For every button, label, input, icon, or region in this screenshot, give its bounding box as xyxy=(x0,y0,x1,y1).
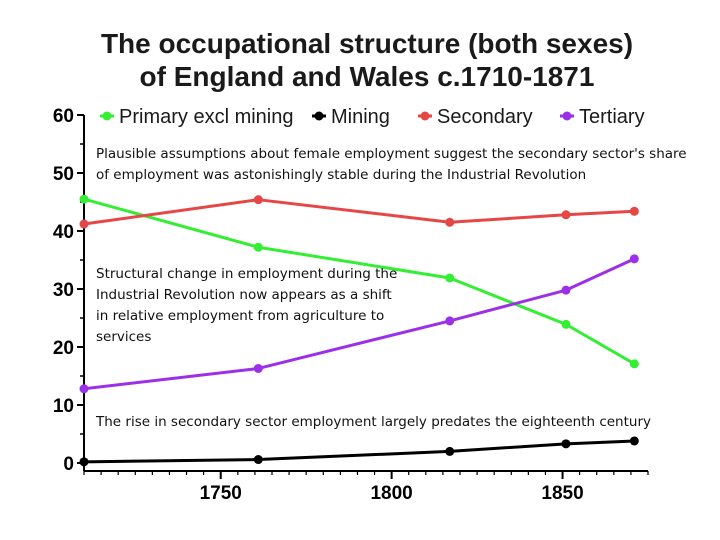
data-point-primary-excl-mining xyxy=(253,242,263,252)
data-point-mining xyxy=(445,446,455,456)
series-mining xyxy=(79,436,639,467)
data-point-mining xyxy=(79,457,89,467)
annotation-secondary-predates: The rise in secondary sector employment … xyxy=(96,414,651,430)
data-point-secondary xyxy=(445,217,455,227)
data-point-mining xyxy=(629,436,639,446)
legend-item-tertiary: Tertiary xyxy=(560,106,645,128)
data-point-primary-excl-mining xyxy=(561,319,571,329)
data-point-tertiary xyxy=(79,384,89,394)
chart-title-line-1: The occupational structure (both sexes) xyxy=(101,28,633,59)
legend-item-primary-excl-mining: Primary excl mining xyxy=(100,106,293,128)
series-secondary xyxy=(79,195,639,229)
y-tick-label: 10 xyxy=(53,396,74,417)
y-tick-label: 60 xyxy=(53,106,74,127)
data-point-primary-excl-mining xyxy=(445,273,455,283)
data-point-secondary xyxy=(629,206,639,216)
series-tertiary xyxy=(79,254,639,394)
legend-item-mining: Mining xyxy=(312,106,390,128)
data-point-mining xyxy=(561,439,571,449)
legend-item-secondary: Secondary xyxy=(418,106,533,128)
y-tick-label: 20 xyxy=(53,338,74,359)
data-point-secondary xyxy=(253,195,263,205)
series-primary-excl-mining xyxy=(79,194,639,369)
legend-label: Tertiary xyxy=(579,106,645,128)
axes: 0 10 20 30 40 50 60 1750 1800 1850 xyxy=(53,106,649,504)
legend-label: Mining xyxy=(331,106,390,128)
y-tick-label: 0 xyxy=(63,454,74,475)
data-point-tertiary xyxy=(629,254,639,264)
data-point-primary-excl-mining xyxy=(629,359,639,369)
x-tick-label: 1800 xyxy=(370,483,412,504)
data-point-primary-excl-mining xyxy=(79,194,89,204)
series-layer xyxy=(79,194,639,467)
data-point-tertiary xyxy=(253,363,263,373)
series-line-mining xyxy=(83,439,635,464)
legend-swatch-marker xyxy=(420,111,430,121)
x-tick-label: 1850 xyxy=(541,483,583,504)
data-point-secondary xyxy=(561,210,571,220)
data-point-tertiary xyxy=(561,285,571,295)
legend: Primary excl mining Mining Secondary Tertia… xyxy=(100,106,645,128)
data-point-mining xyxy=(253,455,263,465)
legend-label: Primary excl mining xyxy=(119,106,293,128)
y-tick-label: 40 xyxy=(53,222,74,243)
data-point-tertiary xyxy=(445,316,455,326)
annotation-secondary-stable: Plausible assumptions about female emplo… xyxy=(96,146,687,183)
y-tick-label: 50 xyxy=(53,164,74,185)
x-tick-label: 1750 xyxy=(200,483,242,504)
y-tick-label: 30 xyxy=(53,280,74,301)
chart-title-line-2: of England and Wales c.1710-1871 xyxy=(140,61,595,92)
annotation-structural-change: Structural change in employment during t… xyxy=(96,266,398,345)
legend-swatch-marker xyxy=(102,111,112,121)
legend-swatch-marker xyxy=(562,111,572,121)
data-point-secondary xyxy=(79,219,89,229)
legend-swatch-marker xyxy=(314,111,324,121)
legend-label: Secondary xyxy=(437,106,533,128)
